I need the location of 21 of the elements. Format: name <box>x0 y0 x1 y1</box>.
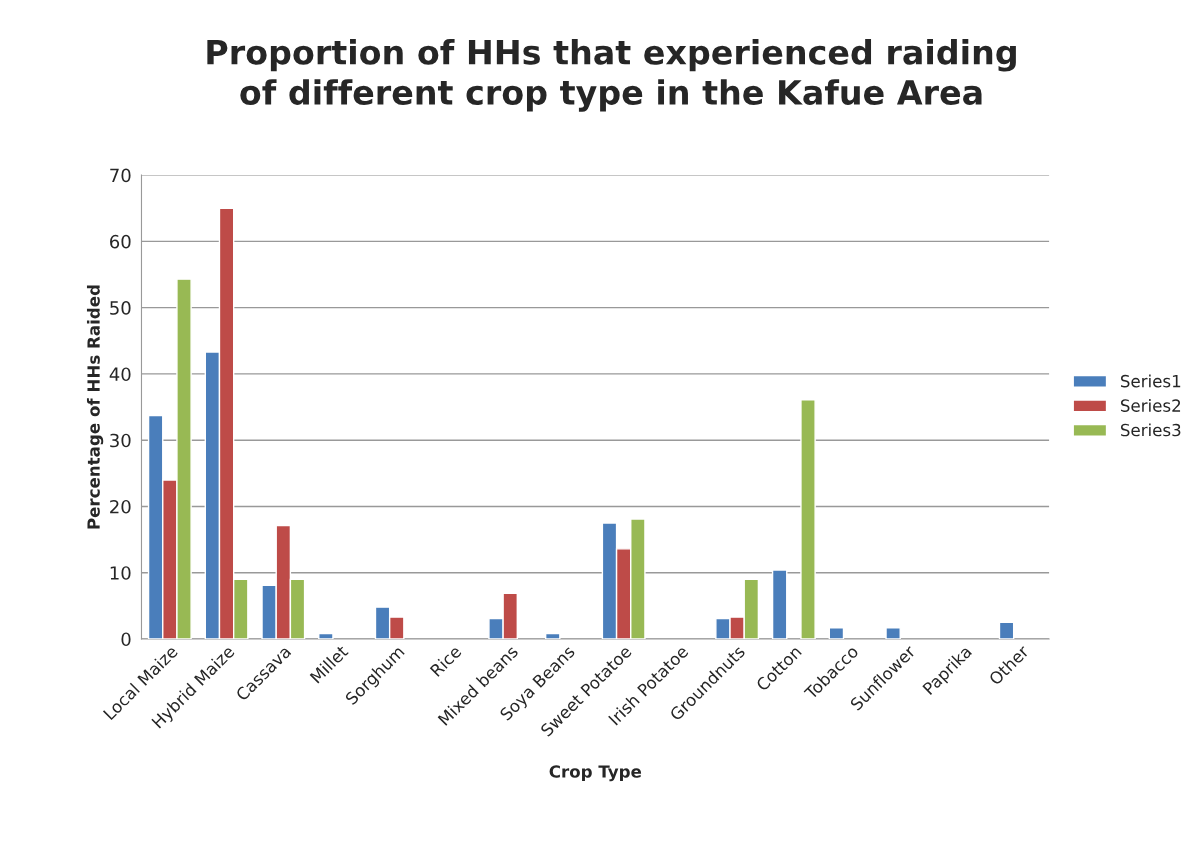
y-tick-label: 60 <box>110 234 131 249</box>
y-tick-label: 40 <box>109 367 131 382</box>
legend-label: Series2 <box>1120 398 1181 412</box>
bar <box>318 632 334 639</box>
legend-label: Series1 <box>1120 374 1181 388</box>
bar <box>998 621 1015 639</box>
x-axis-title: Crop Type <box>549 765 642 782</box>
bar <box>544 632 561 639</box>
bar <box>885 627 901 639</box>
chart-title: Proportion of HHs that experienced raiding of different crop type in the Kafue Area <box>207 39 1016 112</box>
bar <box>828 627 845 639</box>
bar <box>800 399 816 639</box>
y-tick-label: 70 <box>110 168 131 183</box>
y-tick-label: 0 <box>121 632 131 647</box>
y-tick-label: 50 <box>110 301 131 315</box>
y-axis-title: Percentage of HHs Raided <box>86 285 104 529</box>
bar <box>771 569 788 639</box>
y-tick-label: 20 <box>110 499 131 514</box>
legend-label: Series3 <box>1120 423 1181 437</box>
y-tick-label: 30 <box>110 433 131 448</box>
y-tick-label: 10 <box>110 566 131 580</box>
